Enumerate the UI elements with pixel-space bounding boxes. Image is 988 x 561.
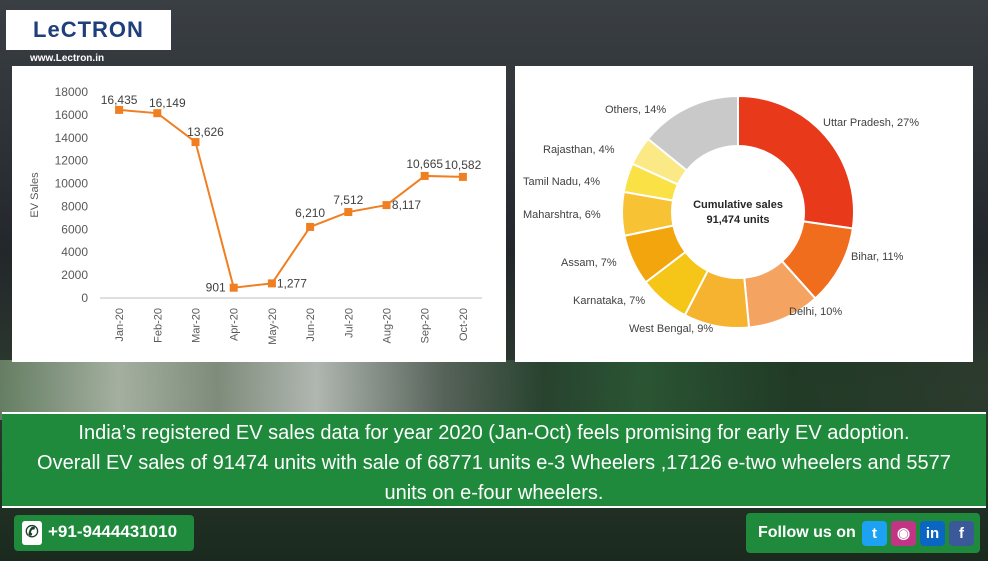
x-tick-label: Jun-20 [305,308,317,342]
data-point [420,171,429,180]
y-tick-label: 0 [81,291,88,305]
y-tick-label: 6000 [61,222,88,236]
data-label: 13,626 [187,125,224,139]
slice-label: Rajasthan, 4% [543,144,615,156]
y-tick-label: 4000 [61,245,88,259]
x-tick-label: Feb-20 [152,308,164,343]
website-url: www.Lectron.in [30,53,105,64]
phone-contact[interactable]: ✆ +91-9444431010 [14,515,194,551]
donut-center-value: 91,474 units [707,214,770,226]
x-tick-label: Apr-20 [229,308,241,341]
x-tick-label: Mar-20 [191,308,203,343]
linkedin-icon[interactable]: in [920,521,945,546]
banner-line-3: units on e-four wheelers. [384,482,604,504]
data-point [344,208,353,217]
data-label: 10,665 [406,157,443,171]
slice-label: Maharshtra, 6% [523,209,601,221]
x-tick-label: Sep-20 [420,308,432,343]
donut-slice [737,94,855,230]
slice-label: Karnataka, 7% [573,295,645,307]
phone-number: +91-9444431010 [48,522,178,541]
line-chart-panel: 0 2000 4000 6000 8000 10000 12000 14000 16000 180… [12,66,506,362]
y-tick-label: 2000 [61,268,88,282]
instagram-icon[interactable]: ◉ [891,521,916,546]
ev-sales-line-chart: 0 2000 4000 6000 8000 10000 12000 14000 16000 180… [29,85,482,345]
donut-slice [646,94,739,172]
y-tick-label: 10000 [55,177,89,191]
lectron-logo: LeCTRON [6,10,171,50]
data-label: 901 [206,281,226,295]
data-point [306,222,315,231]
data-point [382,201,391,210]
data-point [267,279,276,288]
data-point [153,109,162,118]
data-label: 6,210 [295,206,325,220]
y-tick-label: 16000 [55,108,89,122]
data-label: 7,512 [333,193,363,207]
x-tick-label: Aug-20 [382,308,394,343]
x-tick-label: May-20 [267,308,279,345]
slice-label: Bihar, 11% [851,251,904,263]
phone-icon: ✆ [22,521,42,545]
y-tick-label: 12000 [55,154,89,168]
y-tick-label: 8000 [61,199,88,213]
slice-label: Delhi, 10% [789,306,842,318]
sales-series-line [119,108,463,289]
y-axis-label: EV Sales [29,172,41,218]
donut-chart-panel: Uttar Pradesh, 27% Bihar, 11% Delhi, 10% We… [515,66,973,362]
follow-label: Follow us on [758,524,856,541]
data-point [458,172,467,181]
data-label: 10,582 [445,158,482,172]
banner-line-1: India’s registered EV sales data for yea… [78,422,910,444]
state-share-donut-chart: Uttar Pradesh, 27% Bihar, 11% Delhi, 10% We… [523,94,919,335]
summary-banner: India’s registered EV sales data for yea… [2,412,986,508]
logo-text: LeCTRON [33,17,144,42]
slice-label: Assam, 7% [561,257,617,269]
data-point [191,138,200,147]
y-tick-label: 14000 [55,131,89,145]
twitter-icon[interactable]: t [862,521,887,546]
y-tick-label: 18000 [55,85,89,99]
follow-us-bar: Follow us on t ◉ in f [746,513,980,553]
background-vehicles-image [0,360,988,420]
donut-center-title: Cumulative sales [693,199,783,211]
x-tick-label: Oct-20 [458,308,470,341]
x-tick-label: Jul-20 [343,308,355,338]
data-label: 16,435 [101,93,138,107]
banner-line-2: Overall EV sales of 91474 units with sal… [37,452,951,474]
data-label: 1,277 [277,276,307,290]
facebook-icon[interactable]: f [949,521,974,546]
slice-label: Others, 14% [605,104,666,116]
x-tick-label: Jan-20 [114,308,126,342]
slice-label: West Bengal, 9% [629,323,713,335]
slice-label: Uttar Pradesh, 27% [823,117,919,129]
data-point [229,283,238,292]
data-point [115,105,124,114]
data-label: 16,149 [149,96,186,110]
data-label: 8,117 [392,198,421,212]
slice-label: Tamil Nadu, 4% [523,176,600,188]
